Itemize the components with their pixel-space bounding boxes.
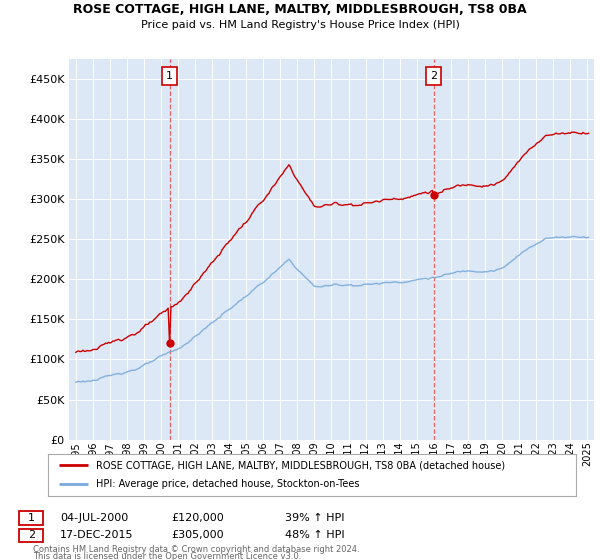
Text: 2: 2	[430, 71, 437, 81]
Text: ROSE COTTAGE, HIGH LANE, MALTBY, MIDDLESBROUGH, TS8 0BA: ROSE COTTAGE, HIGH LANE, MALTBY, MIDDLES…	[73, 3, 527, 16]
Text: 39% ↑ HPI: 39% ↑ HPI	[285, 513, 344, 523]
Text: 2: 2	[28, 530, 35, 540]
Text: 1: 1	[28, 513, 35, 523]
Text: 04-JUL-2000: 04-JUL-2000	[60, 513, 128, 523]
Text: This data is licensed under the Open Government Licence v3.0.: This data is licensed under the Open Gov…	[33, 552, 301, 560]
Text: 1: 1	[166, 71, 173, 81]
Text: ROSE COTTAGE, HIGH LANE, MALTBY, MIDDLESBROUGH, TS8 0BA (detached house): ROSE COTTAGE, HIGH LANE, MALTBY, MIDDLES…	[95, 460, 505, 470]
Text: £305,000: £305,000	[171, 530, 224, 540]
Text: 17-DEC-2015: 17-DEC-2015	[60, 530, 133, 540]
Text: Price paid vs. HM Land Registry's House Price Index (HPI): Price paid vs. HM Land Registry's House …	[140, 20, 460, 30]
Text: Contains HM Land Registry data © Crown copyright and database right 2024.: Contains HM Land Registry data © Crown c…	[33, 545, 359, 554]
Text: £120,000: £120,000	[171, 513, 224, 523]
Text: 48% ↑ HPI: 48% ↑ HPI	[285, 530, 344, 540]
Text: HPI: Average price, detached house, Stockton-on-Tees: HPI: Average price, detached house, Stoc…	[95, 479, 359, 489]
